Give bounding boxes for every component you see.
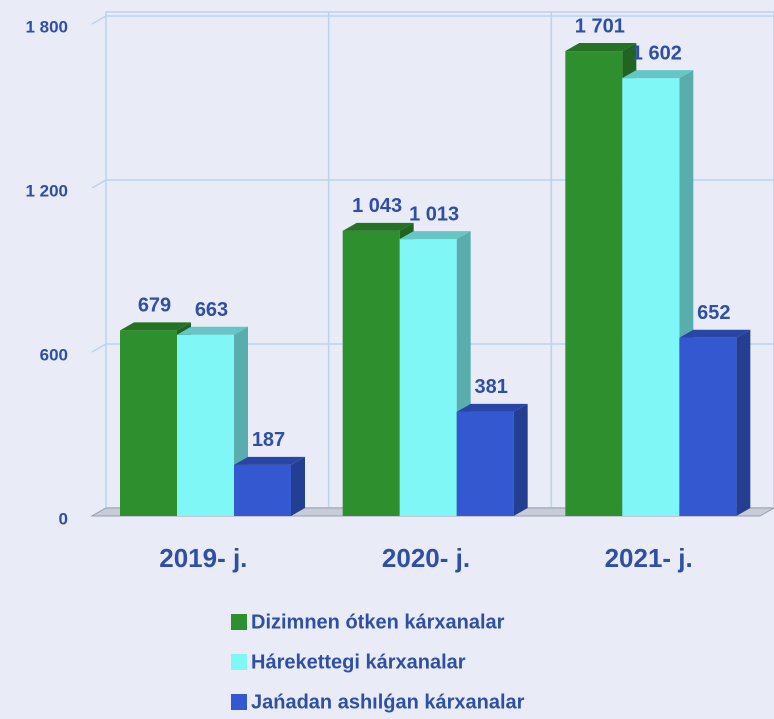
bar-side: [291, 456, 305, 516]
bar-top: [342, 222, 414, 231]
bar-front: [120, 330, 177, 516]
x-tick-label: 2021- j.: [605, 543, 693, 573]
bar-top: [120, 322, 191, 331]
bar-front: [177, 334, 234, 516]
legend-swatch: [231, 654, 247, 670]
value-label: 1 602: [632, 42, 682, 64]
bar-front: [234, 464, 291, 516]
value-label: 679: [138, 295, 171, 317]
legend-label: Jańadan ashılǵan kárxanalar: [251, 691, 525, 713]
x-tick-label: 2019- j.: [159, 543, 247, 573]
grid-line: [91, 179, 774, 189]
value-label: 652: [697, 302, 730, 324]
bar-front: [565, 51, 623, 517]
bar-top: [456, 403, 528, 412]
bar-top: [622, 70, 694, 79]
legend-swatch: [231, 694, 247, 710]
bar-front: [679, 337, 737, 516]
bar-front: [399, 239, 457, 516]
value-label: 381: [474, 376, 507, 398]
bar-front: [622, 78, 680, 517]
grid-line: [91, 15, 774, 25]
bar-top: [565, 43, 637, 52]
bar-side: [736, 329, 751, 516]
value-label: 663: [195, 299, 228, 321]
grid-line: [91, 343, 774, 353]
x-tick-label: 2020- j.: [382, 543, 470, 573]
bar: [456, 403, 528, 516]
legend-label: Hárekettegi kárxanalar: [251, 651, 466, 673]
bar: [679, 329, 751, 516]
y-tick-label: 1 800: [25, 17, 68, 36]
bar-top: [234, 456, 305, 465]
bar: [234, 456, 305, 516]
legend-swatch: [231, 614, 247, 630]
bar-top: [679, 329, 751, 338]
bar-top: [177, 326, 248, 335]
y-tick-label: 600: [40, 345, 68, 364]
bar-top: [399, 231, 471, 240]
value-label: 1 701: [575, 15, 625, 37]
y-tick-label: 1 200: [25, 181, 68, 200]
bar-front: [342, 230, 400, 516]
bar-front: [456, 411, 514, 516]
bar-side: [513, 403, 528, 516]
y-tick-label: 0: [59, 509, 68, 528]
value-label: 187: [252, 429, 285, 451]
value-label: 1 043: [352, 195, 402, 217]
legend-label: Dizimnen ótken kárxanalar: [251, 611, 505, 633]
value-label: 1 013: [409, 203, 459, 225]
